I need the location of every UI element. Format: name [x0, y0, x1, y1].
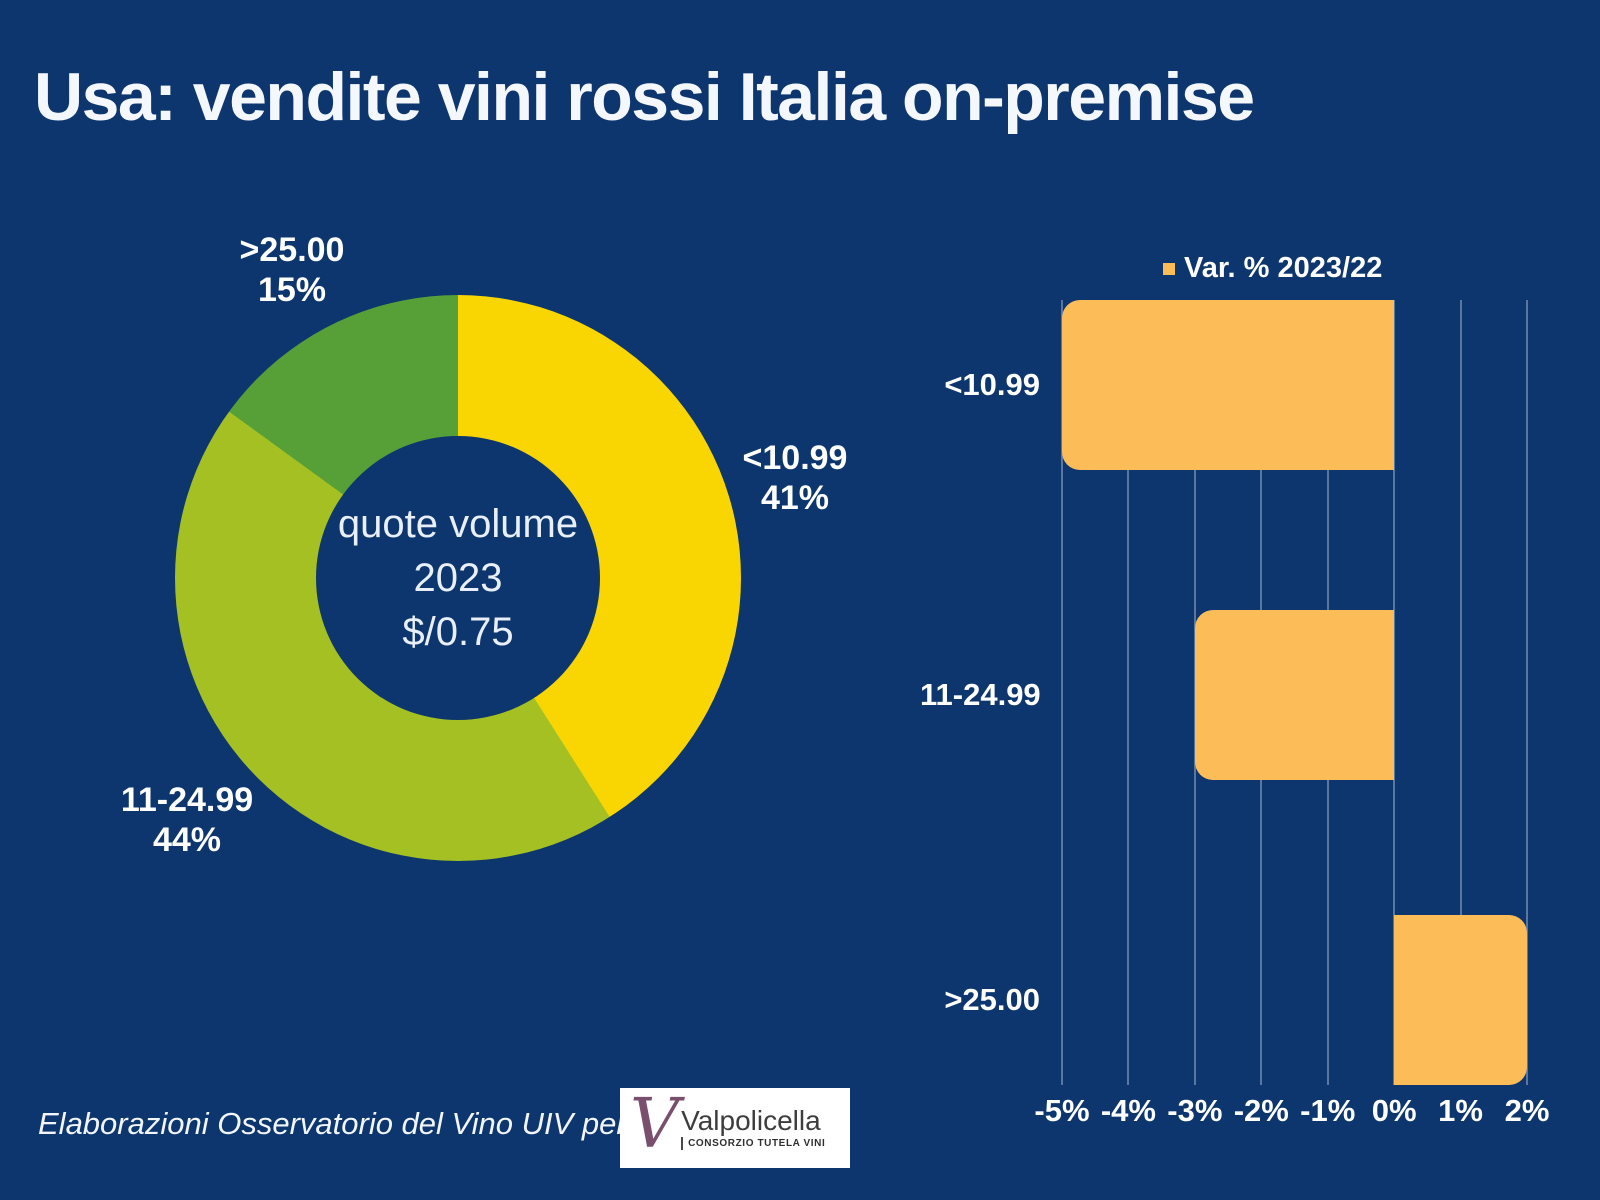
gridline [1459, 300, 1462, 1085]
donut-callout-gt25: >25.00 15% [197, 230, 387, 310]
donut-callout-gt25-label: >25.00 [239, 231, 345, 269]
gridline [1526, 300, 1528, 1085]
donut-callout-lt11-label: <10.99 [742, 439, 848, 477]
donut-callout-lt11-pct: 41% [760, 479, 830, 517]
bar [1194, 610, 1395, 780]
bar-chart: Var. % 2023/22 <10.99 11-24.99 >25.00 -5… [920, 252, 1549, 1128]
valpolicella-v-icon: V [630, 1085, 680, 1164]
x-tick-label: -2% [1233, 1093, 1289, 1128]
x-tick-label: -3% [1167, 1093, 1223, 1128]
attribution-text: Elaborazioni Osservatorio del Vino UIV p… [38, 1106, 627, 1141]
bar-category-label: >25.00 [944, 982, 1040, 1017]
x-tick-label: 0% [1371, 1093, 1417, 1128]
donut-callout-mid-pct: 44% [152, 821, 222, 859]
donut-center-line-2: 2023 [413, 556, 503, 600]
donut-callout-mid-label: 11-24.99 [120, 781, 254, 819]
bar-category-label: 11-24.99 [920, 677, 1041, 712]
logo-brand: Valpolicella [681, 1104, 821, 1136]
x-tick-label: 2% [1504, 1093, 1550, 1128]
logo-subtitle: CONSORZIO TUTELA VINI [681, 1136, 825, 1150]
page-title: Usa: vendite vini rossi Italia on-premis… [34, 59, 1255, 135]
donut-center-line-3: $/0.75 [402, 610, 514, 654]
x-tick-label: -5% [1034, 1093, 1090, 1128]
donut-callout-lt11: <10.99 41% [700, 438, 890, 518]
logo-text-block: Valpolicella CONSORZIO TUTELA VINI [681, 1104, 825, 1150]
donut-chart: quote volume 2023 $/0.75 [175, 295, 741, 861]
legend-square-icon [1163, 262, 1175, 275]
gridline [1061, 300, 1063, 1085]
bar-category-label: <10.99 [944, 367, 1040, 402]
legend-label: Var. % 2023/22 [1184, 252, 1383, 284]
bar-chart-legend: Var. % 2023/22 [1163, 252, 1382, 285]
gridline [1127, 300, 1130, 1085]
donut-center-line-1: quote volume [337, 502, 579, 546]
bar-plot-area [1061, 300, 1528, 1085]
donut-center: quote volume 2023 $/0.75 [316, 436, 600, 720]
x-tick-label: -4% [1100, 1093, 1156, 1128]
valpolicella-logo: V Valpolicella CONSORZIO TUTELA VINI [620, 1088, 850, 1168]
donut-callout-gt25-pct: 15% [257, 271, 327, 309]
bar [1394, 915, 1527, 1085]
x-axis: -5% -4% -3% -2% -1% 0% 1% 2% [1034, 1093, 1549, 1135]
x-tick-label: -1% [1300, 1093, 1356, 1128]
gridline [1393, 300, 1396, 1085]
bar [1062, 300, 1395, 470]
donut-callout-mid: 11-24.99 44% [92, 780, 282, 860]
x-tick-label: 1% [1438, 1093, 1483, 1128]
